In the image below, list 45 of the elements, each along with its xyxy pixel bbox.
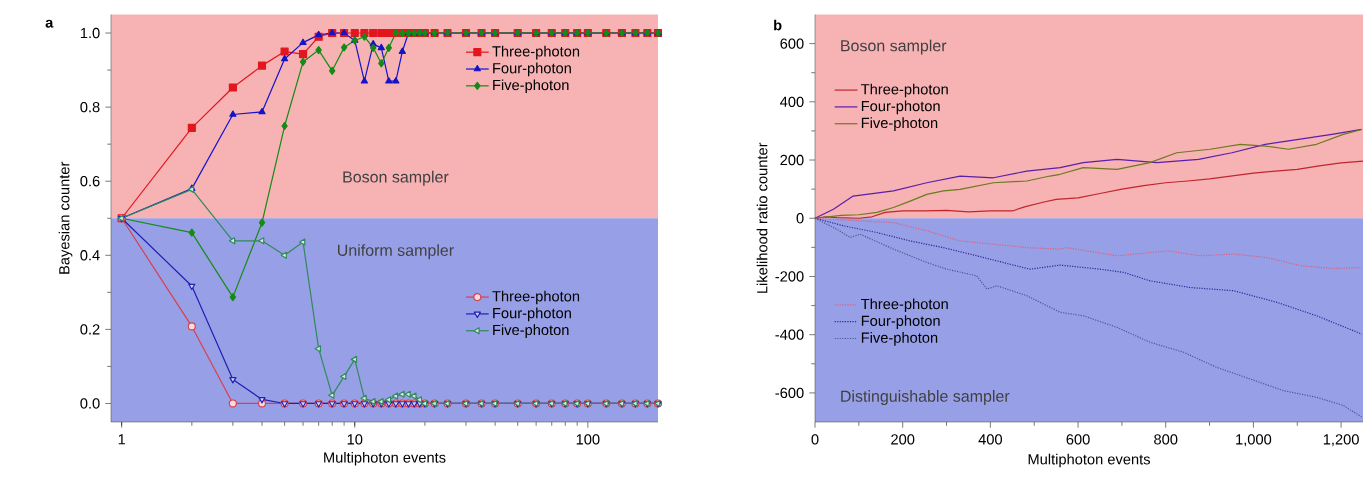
band-label: Boson sampler [343, 170, 449, 186]
legend-label: Four-photon [493, 307, 571, 322]
x-tick-label: 1,000 [1236, 434, 1272, 447]
x-tick-label: 0 [811, 434, 819, 445]
y-tick-label: 0.2 [80, 324, 100, 335]
legend-label: Five-photon [861, 117, 938, 131]
legend-label: Three-photon [861, 83, 948, 98]
chart-title: a [45, 19, 54, 28]
x-tick-label: 10 [347, 434, 363, 445]
legend-label: Three-photon [861, 298, 948, 313]
x-axis-title: Multiphoton events [1028, 453, 1150, 468]
band-label: Distinguishable sampler [841, 390, 1010, 406]
y-tick-label: 1.0 [80, 27, 100, 39]
legend-label: Three-photon [492, 290, 580, 305]
legend-label: Three-photon [492, 45, 580, 60]
legend-label: Four-photon [493, 62, 571, 77]
chart-title: b [774, 19, 782, 31]
y-tick-label: -200 [775, 271, 804, 282]
y-tick-label: 0.4 [80, 250, 100, 261]
y-tick-label: 0.8 [80, 101, 100, 113]
band-label: Boson sampler [841, 39, 947, 55]
x-tick-label: 200 [891, 434, 915, 445]
y-tick-label: -600 [775, 387, 804, 399]
y-tick-label: 400 [780, 96, 804, 108]
y-tick-label: 600 [780, 38, 804, 49]
x-tick-label: 1,200 [1323, 434, 1359, 447]
x-tick-label: 100 [576, 434, 600, 445]
legend-label: Five-photon [493, 324, 569, 338]
x-tick-label: 800 [1154, 434, 1178, 445]
legend-label: Four-photon [861, 315, 940, 329]
y-axis-title: Bayesian counter [58, 161, 73, 274]
legend-label: Four-photon [861, 100, 940, 115]
y-tick-label: 0 [796, 213, 804, 224]
x-axis-title: Multiphoton events [324, 451, 446, 466]
x-tick-label: 1 [118, 434, 126, 445]
y-tick-label: 200 [780, 154, 804, 166]
y-tick-label: 0.0 [80, 398, 100, 409]
y-tick-label: 0.6 [80, 176, 100, 187]
y-tick-label: -400 [775, 329, 804, 340]
x-tick-label: 400 [978, 434, 1003, 445]
y-axis-title: Likelihood ratio counter [756, 142, 768, 293]
band-label: Uniform sampler [338, 244, 454, 260]
legend-label: Five-photon [493, 79, 569, 94]
legend-label: Five-photon [861, 332, 938, 346]
x-tick-label: 600 [1066, 434, 1090, 445]
